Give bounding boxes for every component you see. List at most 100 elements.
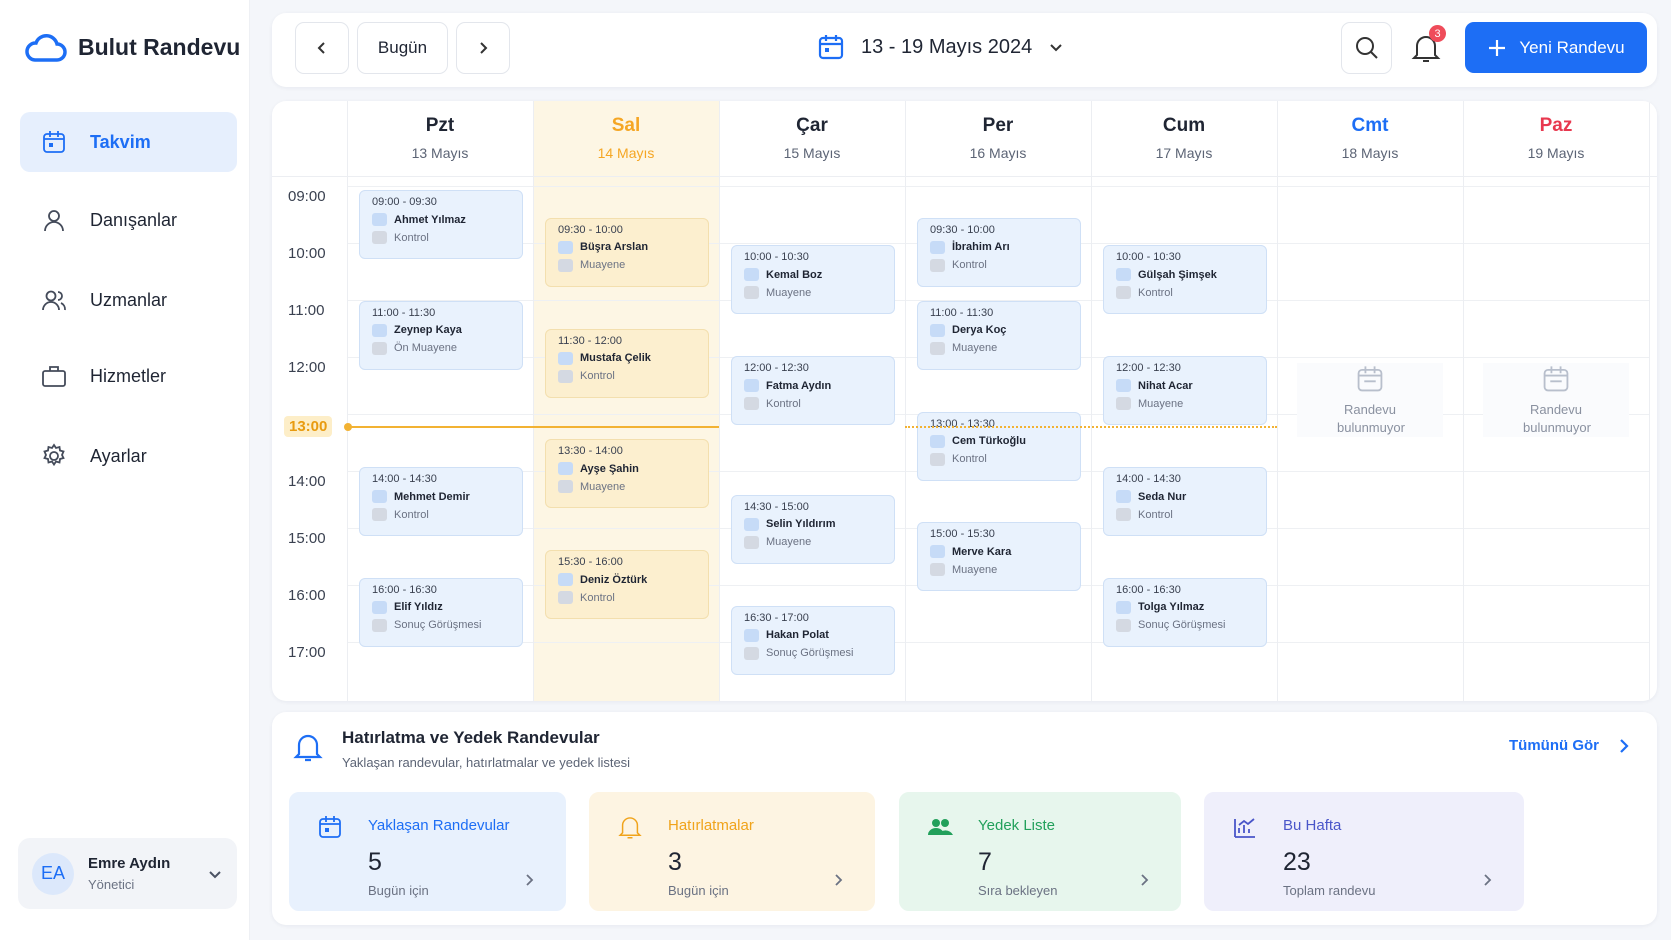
appointment[interactable]: 12:00 - 12:30 Nihat Acar Muayene [1103, 356, 1267, 426]
appointment-type: Sonuç Görüşmesi [394, 619, 482, 632]
client-icon [558, 462, 573, 476]
nav-label: Ayarlar [90, 445, 147, 466]
prev-week-button[interactable] [295, 22, 349, 74]
summary-value: 3 [668, 848, 682, 876]
nav-item[interactable]: Takvim [20, 112, 237, 172]
hour-grid-line [347, 642, 1649, 643]
client-icon [744, 268, 759, 282]
next-week-button[interactable] [456, 22, 510, 74]
nav-item[interactable]: Hizmetler [20, 346, 237, 406]
summary-icon [316, 813, 344, 841]
day-date: 13 Mayıs [411, 145, 469, 161]
appointment-client: Zeynep Kaya [394, 324, 462, 337]
brand: Bulut Randevu [24, 30, 240, 64]
day-header: Per 16 Mayıs [905, 101, 1091, 176]
appointment-time: 12:00 - 12:30 [1116, 362, 1181, 375]
appointment[interactable]: 12:00 - 12:30 Fatma Aydın Kontrol [731, 356, 895, 426]
empty-day: Randevu bulunmuyor [1483, 363, 1629, 437]
client-icon [744, 628, 759, 642]
appointment-type-row: Ön Muayene [372, 341, 510, 355]
appointment[interactable]: 09:30 - 10:00 Büşra Arslan Muayene [545, 217, 709, 287]
new-appointment-button[interactable]: Yeni Randevu [1465, 22, 1647, 73]
appointment[interactable]: 10:00 - 10:30 Gülşah Şimşek Kontrol [1103, 245, 1267, 315]
appointment[interactable]: 13:00 - 13:30 Cem Türkoğlu Kontrol [917, 411, 1081, 481]
hour-label: 17:00 [288, 644, 326, 661]
search-button[interactable] [1341, 22, 1392, 74]
appointment[interactable]: 09:30 - 10:00 İbrahim Arı Kontrol [917, 217, 1081, 287]
see-all-link[interactable]: Tümünü Gör [1509, 737, 1631, 754]
empty-day-label: Randevu bulunmuyor [1523, 402, 1591, 435]
appointment-client-row: Elif Yıldız [372, 600, 510, 614]
nav-item[interactable]: Uzmanlar [20, 270, 237, 330]
appointment[interactable]: 13:30 - 14:00 Ayşe Şahin Muayene [545, 439, 709, 509]
logo-icon [25, 34, 67, 62]
appointment[interactable]: 14:00 - 14:30 Seda Nur Kontrol [1103, 467, 1267, 536]
summary-title: Yaklaşan Randevular [368, 817, 510, 834]
today-button[interactable]: Bugün [357, 22, 448, 74]
nav-item[interactable]: Ayarlar [20, 426, 237, 486]
type-icon [558, 369, 573, 383]
appointment-type: Muayene [580, 259, 626, 272]
appointment-type: Kontrol [580, 370, 615, 382]
appointment[interactable]: 16:00 - 16:30 Tolga Yılmaz Sonuç Görüşmesi [1103, 577, 1267, 647]
column-divider [905, 101, 906, 701]
summary-caption: Bugün için [668, 883, 729, 898]
appointment[interactable]: 16:00 - 16:30 Elif Yıldız Sonuç Görüşmesi [359, 577, 523, 647]
appointment-time: 10:00 - 10:30 [744, 251, 809, 264]
appointment-type-row: Sonuç Görüşmesi [744, 646, 882, 660]
summary-caption: Toplam randevu [1283, 883, 1376, 898]
type-icon [1116, 286, 1131, 300]
summary-icon [926, 813, 954, 841]
user-avatar: EA [32, 852, 74, 895]
nav-label: Hizmetler [90, 365, 167, 386]
hour-label: 15:00 [288, 530, 326, 547]
date-range-picker[interactable]: 13 - 19 Mayıs 2024 [817, 33, 1064, 61]
appointment-client-row: Seda Nur [1116, 490, 1254, 503]
appointment-client-row: Merve Kara [930, 545, 1068, 559]
appointment-client: Gülşah Şimşek [1138, 268, 1217, 281]
appointment[interactable]: 11:00 - 11:30 Derya Koç Muayene [917, 300, 1081, 370]
appointment[interactable]: 15:30 - 16:00 Deniz Öztürk Kontrol [545, 550, 709, 620]
appointment[interactable]: 11:00 - 11:30 Zeynep Kaya Ön Muayene [359, 300, 523, 370]
appointment-time: 16:00 - 16:30 [1116, 583, 1181, 596]
appointment-type: Muayene [1138, 397, 1184, 410]
appointment-type-row: Muayene [558, 258, 696, 272]
appointment[interactable]: 15:00 - 15:30 Merve Kara Muayene [917, 522, 1081, 592]
appointment-client-row: Kemal Boz [744, 268, 882, 282]
summary-card[interactable]: Yaklaşan Randevular 5 Bugün için [289, 792, 566, 911]
appointment[interactable]: 14:00 - 14:30 Mehmet Demir Kontrol [359, 467, 523, 536]
summary-card[interactable]: Bu Hafta 23 Toplam randevu [1204, 792, 1524, 911]
summary-card[interactable]: Yedek Liste 7 Sıra bekleyen [899, 792, 1181, 911]
client-icon [558, 573, 573, 587]
appointment-time: 14:00 - 14:30 [372, 473, 437, 485]
appointment-time: 13:30 - 14:00 [558, 445, 623, 458]
summary-value: 7 [978, 848, 992, 876]
summary-icon [616, 813, 644, 841]
appointment[interactable]: 11:30 - 12:00 Mustafa Çelik Kontrol [545, 328, 709, 398]
type-icon [558, 258, 573, 272]
appointment-client-row: Selin Yıldırım [744, 517, 882, 531]
appointment-type: Muayene [580, 480, 626, 493]
appointment-time: 09:30 - 10:00 [558, 223, 623, 236]
appointment-type: Kontrol [1138, 508, 1173, 521]
appointment[interactable]: 14:30 - 15:00 Selin Yıldırım Muayene [731, 494, 895, 564]
day-date: 18 Mayıs [1341, 145, 1399, 161]
appointment-time: 14:30 - 15:00 [744, 500, 809, 513]
appointment[interactable]: 16:30 - 17:00 Hakan Polat Sonuç Görüşmesi [731, 605, 895, 675]
appointment-type: Kontrol [394, 231, 429, 244]
appointment[interactable]: 09:00 - 09:30 Ahmet Yılmaz Kontrol [359, 190, 523, 259]
nav-item[interactable]: Danışanlar [20, 190, 237, 250]
appointment[interactable]: 10:00 - 10:30 Kemal Boz Muayene [731, 245, 895, 315]
appointment-client-row: Ahmet Yılmaz [372, 213, 510, 226]
summary-arrow [1483, 873, 1493, 892]
summary-icon [1231, 813, 1259, 841]
user-card[interactable]: EA Emre Aydın Yönetici [18, 838, 237, 909]
day-header: Çar 15 Mayıs [719, 101, 905, 176]
reminders-title: Hatırlatma ve Yedek Randevular [342, 728, 600, 747]
notifications-button[interactable]: 3 [1408, 25, 1448, 68]
appointment-type-row: Kontrol [1116, 286, 1254, 300]
summary-card[interactable]: Hatırlatmalar 3 Bugün için [589, 792, 875, 911]
appointment-client: Fatma Aydın [766, 379, 832, 392]
user-name: Emre Aydın [88, 855, 171, 872]
appointment-time: 14:00 - 14:30 [1116, 473, 1181, 485]
